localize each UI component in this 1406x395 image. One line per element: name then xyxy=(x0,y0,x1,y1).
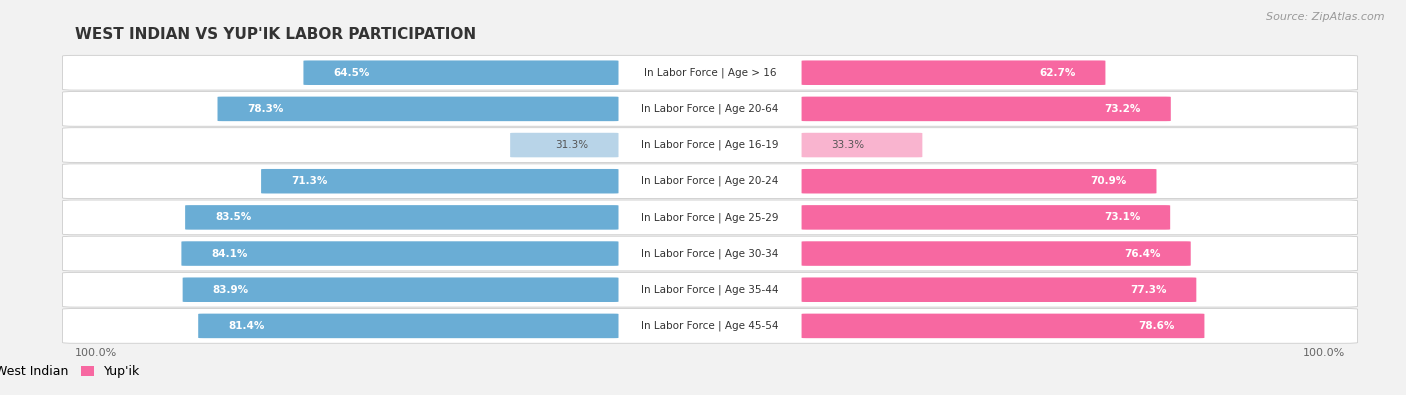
FancyBboxPatch shape xyxy=(218,97,619,121)
FancyBboxPatch shape xyxy=(62,273,1358,307)
Text: In Labor Force | Age 25-29: In Labor Force | Age 25-29 xyxy=(641,212,779,223)
Text: Source: ZipAtlas.com: Source: ZipAtlas.com xyxy=(1267,12,1385,22)
Text: 100.0%: 100.0% xyxy=(1303,348,1346,358)
FancyBboxPatch shape xyxy=(62,308,1358,343)
FancyBboxPatch shape xyxy=(183,277,619,302)
Text: 33.3%: 33.3% xyxy=(831,140,865,150)
FancyBboxPatch shape xyxy=(801,241,1191,266)
FancyBboxPatch shape xyxy=(801,169,1157,194)
Text: 76.4%: 76.4% xyxy=(1125,248,1161,259)
FancyBboxPatch shape xyxy=(801,133,922,157)
Text: 81.4%: 81.4% xyxy=(228,321,264,331)
FancyBboxPatch shape xyxy=(62,200,1358,235)
Legend: West Indian, Yup'ik: West Indian, Yup'ik xyxy=(0,360,145,384)
Text: In Labor Force | Age 20-24: In Labor Force | Age 20-24 xyxy=(641,176,779,186)
FancyBboxPatch shape xyxy=(801,314,1205,338)
Text: 73.2%: 73.2% xyxy=(1105,104,1140,114)
FancyBboxPatch shape xyxy=(62,236,1358,271)
Text: 71.3%: 71.3% xyxy=(291,176,328,186)
Text: 100.0%: 100.0% xyxy=(75,348,117,358)
FancyBboxPatch shape xyxy=(801,205,1170,229)
Text: WEST INDIAN VS YUP'IK LABOR PARTICIPATION: WEST INDIAN VS YUP'IK LABOR PARTICIPATIO… xyxy=(75,27,477,42)
FancyBboxPatch shape xyxy=(304,60,619,85)
FancyBboxPatch shape xyxy=(62,128,1358,162)
FancyBboxPatch shape xyxy=(198,314,619,338)
FancyBboxPatch shape xyxy=(801,97,1171,121)
Text: 78.6%: 78.6% xyxy=(1139,321,1174,331)
Text: In Labor Force | Age 30-34: In Labor Force | Age 30-34 xyxy=(641,248,779,259)
Text: In Labor Force | Age 45-54: In Labor Force | Age 45-54 xyxy=(641,321,779,331)
FancyBboxPatch shape xyxy=(62,164,1358,199)
Text: 73.1%: 73.1% xyxy=(1104,213,1140,222)
Text: 84.1%: 84.1% xyxy=(211,248,247,259)
FancyBboxPatch shape xyxy=(801,60,1105,85)
FancyBboxPatch shape xyxy=(62,55,1358,90)
FancyBboxPatch shape xyxy=(62,92,1358,126)
Text: 83.5%: 83.5% xyxy=(215,213,252,222)
Text: 62.7%: 62.7% xyxy=(1039,68,1076,78)
FancyBboxPatch shape xyxy=(510,133,619,157)
FancyBboxPatch shape xyxy=(262,169,619,194)
Text: 78.3%: 78.3% xyxy=(247,104,284,114)
FancyBboxPatch shape xyxy=(801,277,1197,302)
Text: In Labor Force | Age 16-19: In Labor Force | Age 16-19 xyxy=(641,140,779,150)
Text: In Labor Force | Age 20-64: In Labor Force | Age 20-64 xyxy=(641,103,779,114)
Text: 70.9%: 70.9% xyxy=(1090,176,1126,186)
Text: 64.5%: 64.5% xyxy=(333,68,370,78)
Text: In Labor Force | Age 35-44: In Labor Force | Age 35-44 xyxy=(641,284,779,295)
Text: 83.9%: 83.9% xyxy=(212,285,249,295)
Text: 77.3%: 77.3% xyxy=(1130,285,1167,295)
Text: In Labor Force | Age > 16: In Labor Force | Age > 16 xyxy=(644,68,776,78)
FancyBboxPatch shape xyxy=(181,241,619,266)
Text: 31.3%: 31.3% xyxy=(555,140,589,150)
FancyBboxPatch shape xyxy=(186,205,619,229)
